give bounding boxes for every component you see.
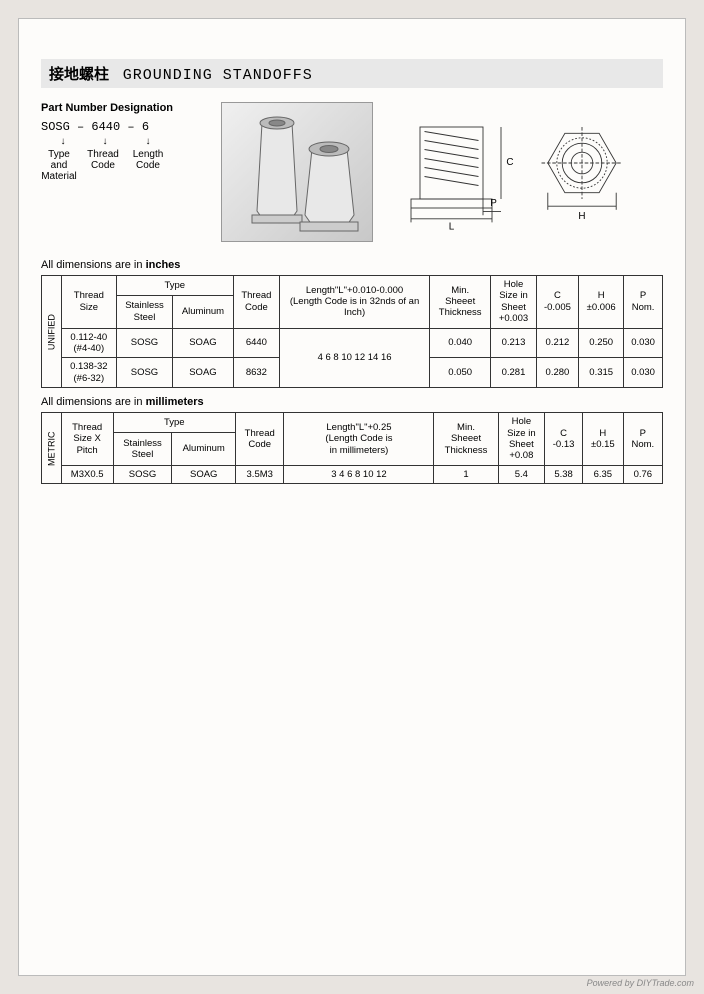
unified-label: UNIFIED xyxy=(42,276,62,388)
table-metric: METRIC Thread Size X Pitch Type Thread C… xyxy=(41,412,663,484)
dim-label-h: H xyxy=(578,211,585,222)
caption-mm: All dimensions are in millimeters xyxy=(41,396,663,408)
dim-label-p: P xyxy=(490,198,497,209)
dim-label-l: L xyxy=(449,222,455,233)
dim-label-c: C xyxy=(506,157,513,168)
caption-inches: All dimensions are in inches xyxy=(41,259,663,271)
title-en: GROUNDING STANDOFFS xyxy=(123,67,313,84)
table-unified: UNIFIED Thread Size Type Thread Code Len… xyxy=(41,275,663,388)
table-row: 0.112-40 (#4-40) SOSG SOAG 6440 4 6 8 10… xyxy=(42,328,663,358)
product-photo xyxy=(221,102,373,242)
top-row: Part Number Designation SOSG – 6440 – 6 … xyxy=(41,102,663,245)
page: 接地螺柱 GROUNDING STANDOFFS Part Number Des… xyxy=(18,18,686,976)
table-row: M3X0.5 SOSG SOAG 3.5M3 3 4 6 8 10 12 1 5… xyxy=(42,465,663,483)
part-designation: Part Number Designation SOSG – 6440 – 6 … xyxy=(41,102,201,182)
watermark: Powered by DIYTrade.com xyxy=(587,978,694,988)
part-desig-header: Part Number Designation xyxy=(41,102,201,114)
part-desig-arrows: ↓ ↓ ↓ xyxy=(45,136,201,147)
title-cn: 接地螺柱 xyxy=(49,67,109,83)
part-desig-code: SOSG – 6440 – 6 xyxy=(41,120,201,134)
title-bar: 接地螺柱 GROUNDING STANDOFFS xyxy=(41,59,663,88)
dimension-diagrams: L P C xyxy=(393,102,663,245)
part-desig-labels: Type and Material Thread Code Length Cod… xyxy=(41,149,201,182)
metric-label: METRIC xyxy=(42,413,62,484)
